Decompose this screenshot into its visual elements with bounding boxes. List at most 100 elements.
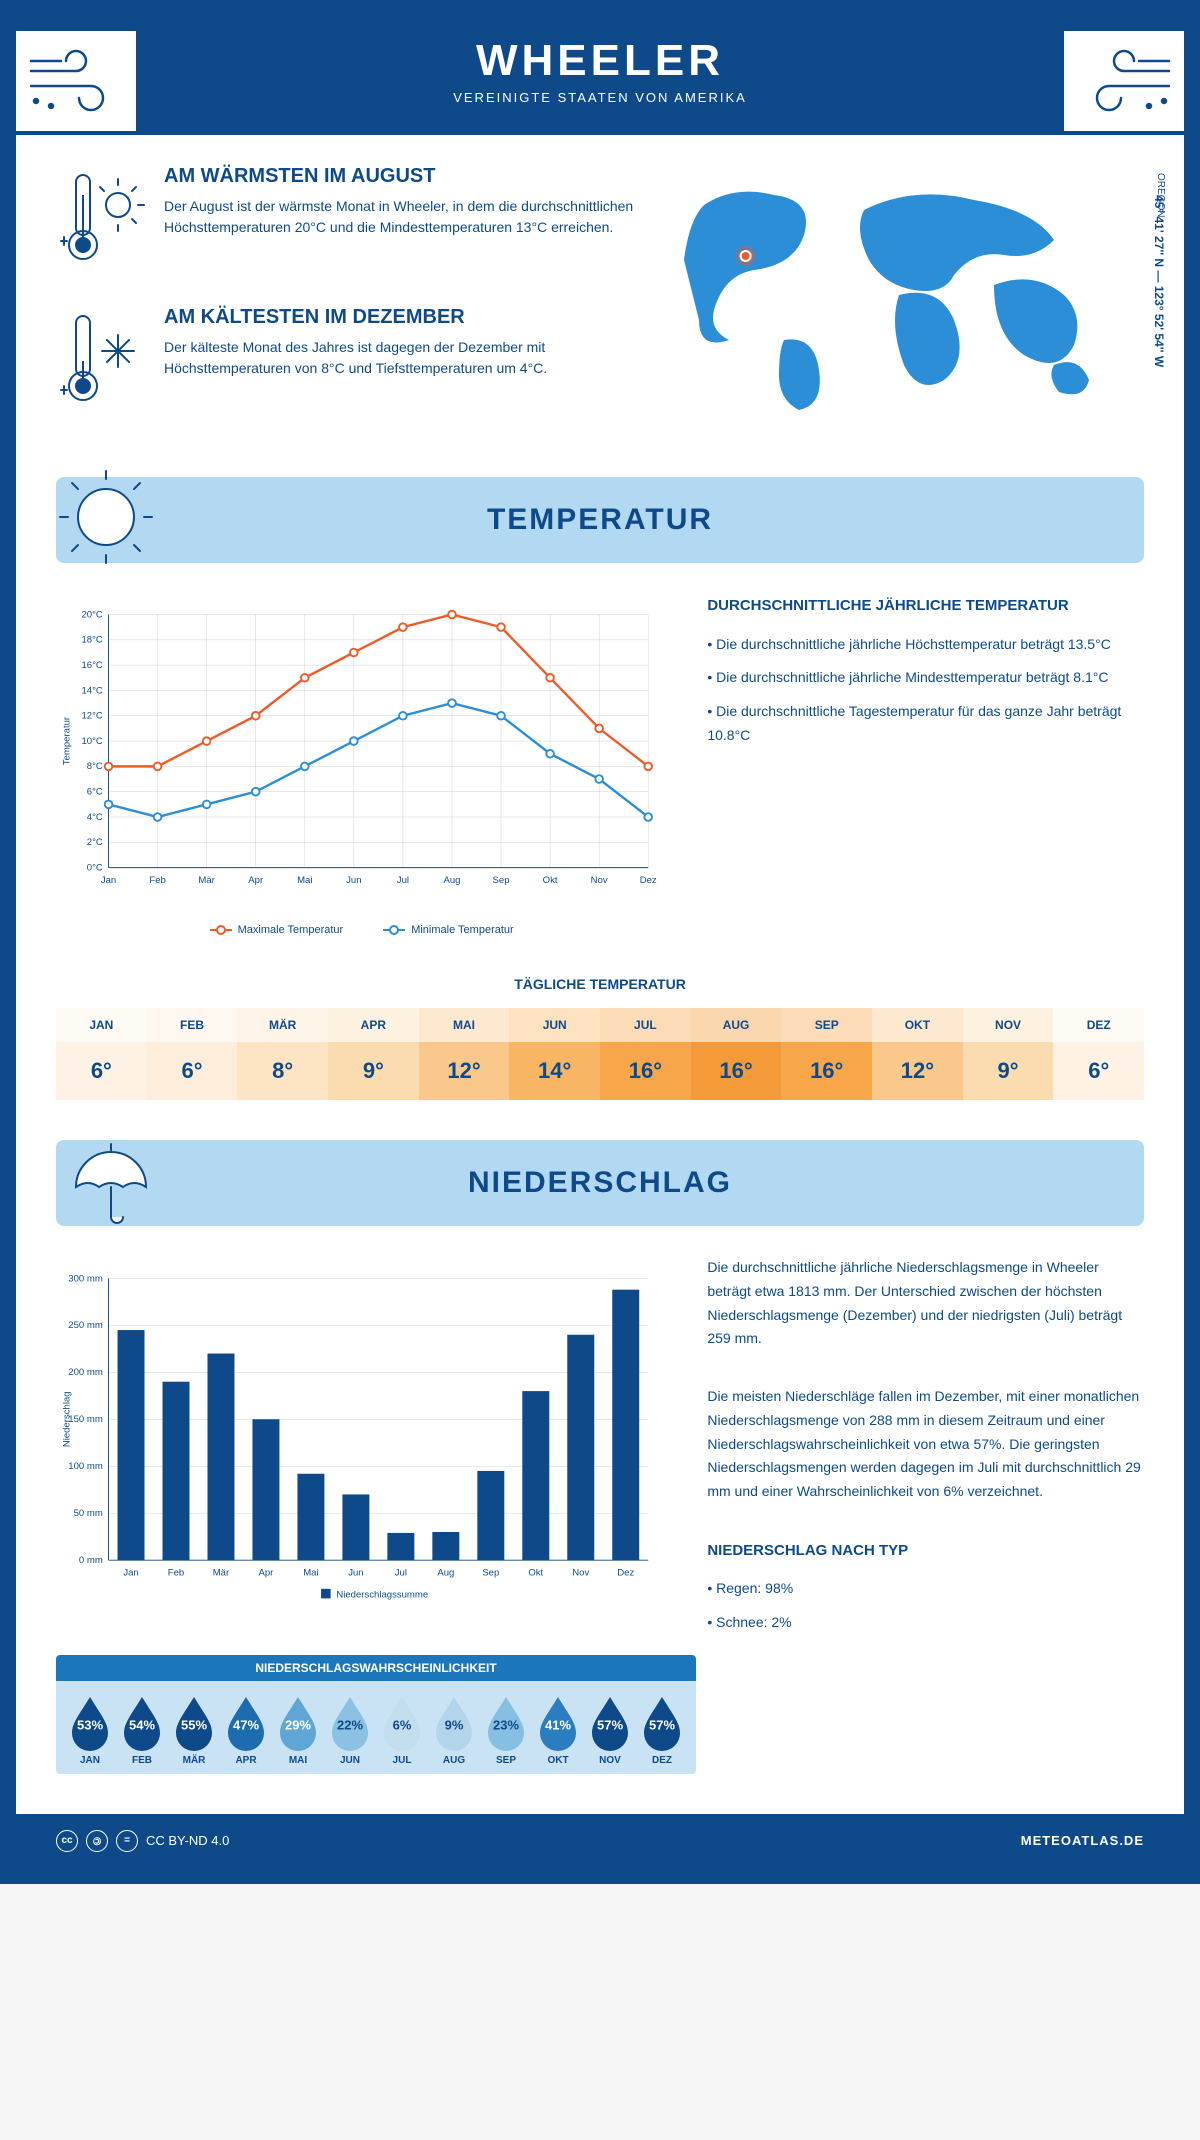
temp-legend: Maximale Temperatur Minimale Temperatur — [56, 924, 667, 936]
svg-text:50 mm: 50 mm — [74, 1508, 103, 1519]
world-map-icon — [664, 165, 1144, 425]
map-container: OREGON 45° 41' 27'' N — 123° 52' 54'' W — [664, 165, 1144, 447]
wind-icon-left — [16, 31, 136, 131]
temp-bullet-2: • Die durchschnittliche Tagestemperatur … — [707, 700, 1144, 748]
temperature-banner: TEMPERATUR — [56, 477, 1144, 563]
prob-drop: 23% SEP — [480, 1693, 532, 1766]
svg-text:150 mm: 150 mm — [68, 1414, 103, 1425]
daily-temp-section: TÄGLICHE TEMPERATUR JAN6°FEB6°MÄR8°APR9°… — [16, 966, 1184, 1140]
thermometer-snow-icon — [56, 306, 146, 421]
temp-cell: SEP16° — [781, 1008, 872, 1100]
brand: METEOATLAS.DE — [1021, 1833, 1144, 1848]
svg-text:Apr: Apr — [248, 875, 264, 886]
coords-label: 45° 41' 27'' N — 123° 52' 54'' W — [1152, 195, 1166, 367]
svg-text:Jul: Jul — [397, 875, 409, 886]
temp-cell: AUG16° — [691, 1008, 782, 1100]
temp-cell: MAI12° — [419, 1008, 510, 1100]
prob-drop: 54% FEB — [116, 1693, 168, 1766]
nd-icon: = — [116, 1830, 138, 1852]
svg-text:100 mm: 100 mm — [68, 1461, 103, 1472]
temp-cell: NOV9° — [963, 1008, 1054, 1100]
cold-title: AM KÄLTESTEN IM DEZEMBER — [164, 306, 634, 329]
temperature-line-chart: 0°C2°C4°C6°C8°C10°C12°C14°C16°C18°C20°CJ… — [56, 593, 667, 913]
svg-text:10°C: 10°C — [81, 736, 102, 747]
svg-text:Mär: Mär — [213, 1567, 230, 1578]
license: cc 🄯 = CC BY-ND 4.0 — [56, 1830, 229, 1852]
svg-text:4°C: 4°C — [87, 812, 103, 823]
svg-text:Okt: Okt — [543, 875, 558, 886]
wind-icon-right — [1064, 31, 1184, 131]
svg-text:Jan: Jan — [123, 1567, 138, 1578]
page-subtitle: VEREINIGTE STAATEN VON AMERIKA — [16, 90, 1184, 105]
svg-text:14°C: 14°C — [81, 685, 102, 696]
page-container: WHEELER VEREINIGTE STAATEN VON AMERIKA A… — [0, 0, 1200, 1884]
svg-text:Niederschlag: Niederschlag — [61, 1391, 72, 1447]
precip-type-title: NIEDERSCHLAG NACH TYP — [707, 1538, 1144, 1564]
temperature-body: 0°C2°C4°C6°C8°C10°C12°C14°C16°C18°C20°CJ… — [16, 563, 1184, 966]
svg-text:Nov: Nov — [591, 875, 608, 886]
temp-cell: MÄR8° — [237, 1008, 328, 1100]
precip-type-0: • Regen: 98% — [707, 1577, 1144, 1601]
svg-text:Jul: Jul — [395, 1567, 407, 1578]
temp-cell: JUL16° — [600, 1008, 691, 1100]
svg-text:Jan: Jan — [101, 875, 116, 886]
svg-text:12°C: 12°C — [81, 711, 102, 722]
temp-cell: OKT12° — [872, 1008, 963, 1100]
precip-banner: NIEDERSCHLAG — [56, 1140, 1144, 1226]
by-icon: 🄯 — [86, 1830, 108, 1852]
temp-info-title: DURCHSCHNITTLICHE JÄHRLICHE TEMPERATUR — [707, 593, 1144, 619]
daily-temp-title: TÄGLICHE TEMPERATUR — [56, 976, 1144, 992]
prob-drop: 41% OKT — [532, 1693, 584, 1766]
svg-text:20°C: 20°C — [81, 609, 102, 620]
svg-text:Temperatur: Temperatur — [61, 716, 72, 765]
svg-text:8°C: 8°C — [87, 761, 103, 772]
legend-max: Maximale Temperatur — [238, 924, 344, 936]
svg-text:Mai: Mai — [303, 1567, 318, 1578]
svg-text:Nov: Nov — [572, 1567, 589, 1578]
temp-cell: DEZ6° — [1053, 1008, 1144, 1100]
prob-drop: 53% JAN — [64, 1693, 116, 1766]
cold-text: Der kälteste Monat des Jahres ist dagege… — [164, 337, 634, 379]
svg-text:Mai: Mai — [297, 875, 312, 886]
svg-text:Dez: Dez — [617, 1567, 634, 1578]
precip-bar-chart: 0 mm50 mm100 mm150 mm200 mm250 mm300 mmJ… — [56, 1256, 667, 1616]
svg-text:200 mm: 200 mm — [68, 1367, 103, 1378]
prob-drop: 57% NOV — [584, 1693, 636, 1766]
svg-text:18°C: 18°C — [81, 635, 102, 646]
page-title: WHEELER — [16, 36, 1184, 86]
precip-body: 0 mm50 mm100 mm150 mm200 mm250 mm300 mmJ… — [16, 1226, 1184, 1655]
svg-text:Aug: Aug — [443, 875, 460, 886]
precip-text-2: Die meisten Niederschläge fallen im Deze… — [707, 1385, 1144, 1504]
precip-text-1: Die durchschnittliche jährliche Niedersc… — [707, 1256, 1144, 1351]
prob-drop: 47% APR — [220, 1693, 272, 1766]
prob-row: 53% JAN 54% FEB 55% MÄR 47% APR 29% MAI — [56, 1681, 696, 1774]
temp-cell: JAN6° — [56, 1008, 147, 1100]
footer: cc 🄯 = CC BY-ND 4.0 METEOATLAS.DE — [16, 1814, 1184, 1868]
svg-text:Feb: Feb — [149, 875, 165, 886]
precip-heading: NIEDERSCHLAG — [468, 1166, 732, 1200]
prob-title: NIEDERSCHLAGSWAHRSCHEINLICHKEIT — [56, 1655, 696, 1681]
prob-drop: 57% DEZ — [636, 1693, 688, 1766]
svg-text:Jun: Jun — [346, 875, 361, 886]
temperature-heading: TEMPERATUR — [487, 503, 713, 537]
warm-title: AM WÄRMSTEN IM AUGUST — [164, 165, 634, 188]
svg-text:Apr: Apr — [259, 1567, 275, 1578]
precip-probability: NIEDERSCHLAGSWAHRSCHEINLICHKEIT 53% JAN … — [56, 1655, 696, 1774]
svg-text:Okt: Okt — [528, 1567, 543, 1578]
svg-text:250 mm: 250 mm — [68, 1320, 103, 1331]
temp-bullet-0: • Die durchschnittliche jährliche Höchst… — [707, 633, 1144, 657]
svg-text:Aug: Aug — [437, 1567, 454, 1578]
sun-icon — [56, 469, 176, 569]
prob-drop: 22% JUN — [324, 1693, 376, 1766]
prob-drop: 29% MAI — [272, 1693, 324, 1766]
temp-cell: FEB6° — [147, 1008, 238, 1100]
svg-text:Sep: Sep — [482, 1567, 499, 1578]
header: WHEELER VEREINIGTE STAATEN VON AMERIKA — [16, 16, 1184, 135]
cold-fact: AM KÄLTESTEN IM DEZEMBER Der kälteste Mo… — [56, 306, 634, 421]
svg-text:0 mm: 0 mm — [79, 1555, 103, 1566]
legend-min: Minimale Temperatur — [411, 924, 514, 936]
svg-text:0°C: 0°C — [87, 862, 103, 873]
prob-drop: 9% AUG — [428, 1693, 480, 1766]
temp-bullet-1: • Die durchschnittliche jährliche Mindes… — [707, 666, 1144, 690]
prob-drop: 55% MÄR — [168, 1693, 220, 1766]
